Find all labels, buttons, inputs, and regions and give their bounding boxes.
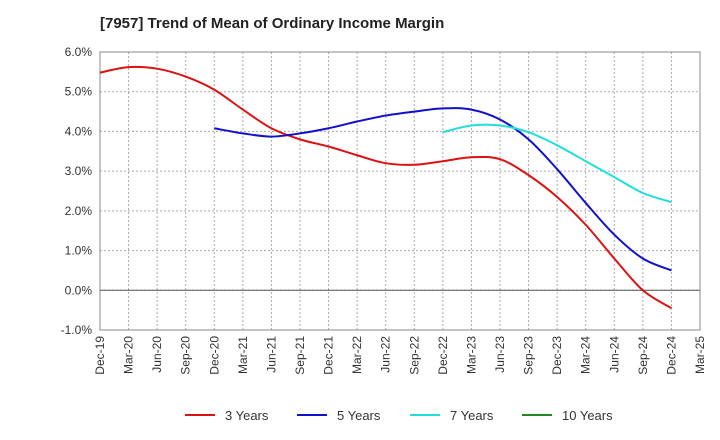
legend-item-7-years: 7 Years (410, 404, 493, 426)
x-tick-label: Jun-23 (493, 336, 507, 373)
x-tick-label: Mar-21 (236, 336, 250, 374)
y-tick-label: 5.0% (65, 85, 93, 99)
legend-label: 10 Years (562, 407, 613, 423)
x-tick-label: Sep-20 (179, 336, 193, 375)
legend-label: 3 Years (225, 407, 269, 423)
chart-legend: 3 Years 5 Years 7 Years 10 Years (0, 404, 720, 426)
x-tick-label: Mar-20 (122, 336, 136, 374)
y-tick-label: 6.0% (65, 45, 93, 59)
chart-title: [7957] Trend of Mean of Ordinary Income … (100, 15, 445, 32)
x-tick-label: Dec-19 (93, 336, 107, 375)
x-tick-label: Mar-24 (579, 336, 593, 374)
legend-swatch (185, 414, 215, 416)
y-tick-label: 1.0% (65, 244, 93, 258)
y-tick-label: 4.0% (65, 124, 93, 138)
x-tick-label: Jun-21 (264, 336, 278, 373)
series-line-5-years (214, 107, 672, 272)
legend-swatch (522, 414, 552, 416)
x-tick-label: Sep-23 (522, 336, 536, 375)
x-tick-label: Dec-22 (436, 336, 450, 375)
y-tick-label: -1.0% (61, 323, 93, 337)
y-tick-label: 0.0% (65, 283, 93, 297)
legend-item-3-years: 3 Years (185, 404, 268, 426)
series-line-3-years (99, 65, 672, 310)
legend-swatch (410, 414, 440, 416)
series-line-7-years (442, 123, 672, 204)
x-tick-label: Dec-21 (322, 336, 336, 375)
x-tick-label: Dec-23 (550, 336, 564, 375)
x-tick-label: Jun-24 (607, 336, 621, 373)
legend-label: 7 Years (450, 407, 494, 423)
line-chart: -1.0% 0.0% 1.0% 2.0% 3.0% 4.0% 5.0% 6.0% Dec-19 M… (61, 45, 707, 375)
x-tick-label: Mar-25 (693, 336, 707, 374)
x-tick-label: Sep-24 (636, 336, 650, 375)
x-tick-label: Dec-20 (207, 336, 221, 375)
legend-swatch (297, 414, 327, 416)
plot-area (99, 51, 701, 331)
x-tick-label: Dec-24 (664, 336, 678, 375)
legend-label: 5 Years (337, 407, 381, 423)
x-tick-label: Mar-23 (464, 336, 478, 374)
x-tick-label: Mar-22 (350, 336, 364, 374)
legend-item-5-years: 5 Years (297, 404, 380, 426)
x-tick-label: Sep-22 (407, 336, 421, 375)
x-tick-label: Jun-22 (379, 336, 393, 373)
x-tick-label: Jun-20 (150, 336, 164, 373)
y-tick-label: 2.0% (65, 204, 93, 218)
legend-item-10-years: 10 Years (522, 404, 613, 426)
x-tick-label: Sep-21 (293, 336, 307, 375)
y-tick-label: 3.0% (65, 164, 93, 178)
